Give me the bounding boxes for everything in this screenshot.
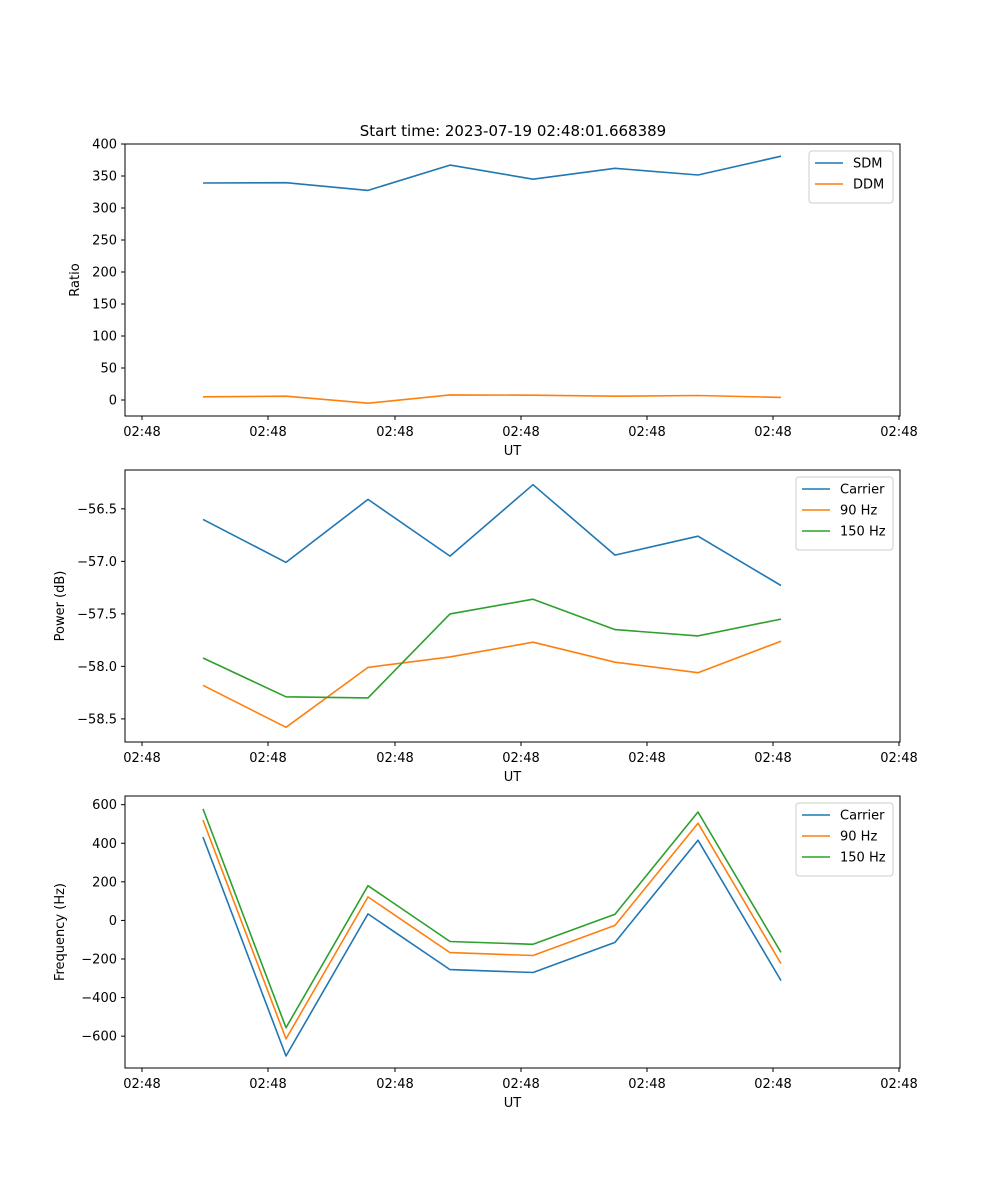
y-tick-label: 0 <box>109 394 117 409</box>
legend: Carrier 90 Hz 150 Hz <box>795 476 894 551</box>
y-tick-label: −600 <box>81 1030 117 1045</box>
series-line-90-hz <box>202 819 782 1040</box>
y-axis-label: Frequency (Hz) <box>53 883 68 981</box>
x-tick-label: 02:48 <box>249 751 286 766</box>
series-line-ddm <box>202 394 782 405</box>
legend-label: SDM <box>853 157 882 172</box>
legend-label: 150 Hz <box>840 525 886 540</box>
x-tick-label: 02:48 <box>880 1077 917 1092</box>
x-tick-label: 02:48 <box>502 751 539 766</box>
subplot-1: 0 50 100 150 200 250 300 350 400 02:48 02:48 02:48 0… <box>68 138 918 460</box>
y-tick-label: 400 <box>92 837 117 852</box>
y-tick-label: 600 <box>92 798 117 813</box>
x-tick-label: 02:48 <box>880 751 917 766</box>
axes-frame <box>124 469 901 743</box>
legend-label: 90 Hz <box>840 830 877 845</box>
x-tick-label: 02:48 <box>376 425 413 440</box>
y-tick-label: 50 <box>100 362 117 377</box>
x-tick-label: 02:48 <box>754 1077 791 1092</box>
x-tick-label: 02:48 <box>123 751 160 766</box>
x-tick-label: 02:48 <box>628 425 665 440</box>
series-line-carrier <box>202 836 782 1057</box>
legend: SDM DDM <box>808 150 894 204</box>
x-tick-label: 02:48 <box>249 425 286 440</box>
legend: Carrier 90 Hz 150 Hz <box>795 802 894 877</box>
series-line-carrier <box>202 483 782 587</box>
y-tick-label: −57.0 <box>77 555 117 570</box>
legend-label: Carrier <box>840 483 885 498</box>
legend-label: 90 Hz <box>840 504 877 519</box>
legend-label: Carrier <box>840 809 885 824</box>
y-tick-label: 0 <box>109 914 117 929</box>
y-tick-label: 250 <box>92 234 117 249</box>
x-tick-label: 02:48 <box>376 1077 413 1092</box>
y-tick-label: −56.5 <box>77 502 117 517</box>
x-tick-label: 02:48 <box>754 751 791 766</box>
y-tick-label: 100 <box>92 330 117 345</box>
y-tick-label: −57.5 <box>77 607 117 622</box>
series-line-sdm <box>202 155 782 192</box>
y-tick-label: 400 <box>92 138 117 153</box>
y-tick-label: −400 <box>81 991 117 1006</box>
y-axis-label: Ratio <box>68 263 83 296</box>
x-tick-label: 02:48 <box>123 425 160 440</box>
chart-title: Start time: 2023-07-19 02:48:01.668389 <box>360 122 666 140</box>
y-tick-label: 200 <box>92 266 117 281</box>
legend-box <box>808 150 894 204</box>
x-tick-label: 02:48 <box>502 1077 539 1092</box>
y-axis-label: Power (dB) <box>53 571 68 642</box>
x-tick-label: 02:48 <box>376 751 413 766</box>
series-line-150-hz <box>202 598 782 699</box>
x-axis-label: UT <box>504 444 522 459</box>
plots-container: 0 50 100 150 200 250 300 350 400 02:48 02:48 02:48 0… <box>53 138 918 1112</box>
x-axis-label: UT <box>504 770 522 785</box>
axes-frame <box>124 795 901 1069</box>
y-tick-label: −200 <box>81 953 117 968</box>
y-tick-label: −58.0 <box>77 660 117 675</box>
y-tick-label: 200 <box>92 875 117 890</box>
y-tick-label: 150 <box>92 298 117 313</box>
y-tick-label: 350 <box>92 170 117 185</box>
x-tick-label: 02:48 <box>754 425 791 440</box>
x-axis-label: UT <box>504 1096 522 1111</box>
axes-frame <box>124 143 901 417</box>
y-tick-label: −58.5 <box>77 712 117 727</box>
y-tick-label: 300 <box>92 202 117 217</box>
x-tick-label: 02:48 <box>502 425 539 440</box>
legend-label: 150 Hz <box>840 851 886 866</box>
x-tick-label: 02:48 <box>628 751 665 766</box>
series-line-150-hz <box>202 808 782 1029</box>
subplot-2: −56.5 −57.0 −57.5 −58.0 −58.5 02:48 02:48 02:48… <box>53 469 918 785</box>
subplot-3: 600 400 200 0 −200 −400 −600 02:48 02:48 02:48 02:… <box>53 795 918 1111</box>
x-tick-label: 02:48 <box>249 1077 286 1092</box>
x-tick-label: 02:48 <box>628 1077 665 1092</box>
x-tick-label: 02:48 <box>880 425 917 440</box>
legend-label: DDM <box>853 178 884 193</box>
series-line-90-hz <box>202 640 782 729</box>
x-tick-label: 02:48 <box>123 1077 160 1092</box>
